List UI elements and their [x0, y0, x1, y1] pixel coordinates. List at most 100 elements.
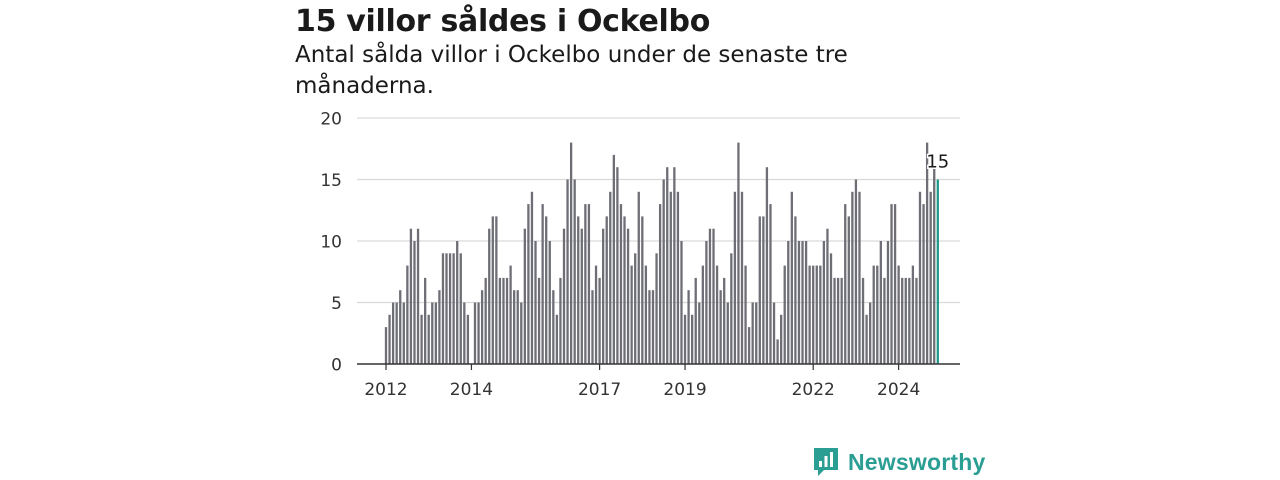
bar [384, 327, 388, 364]
bar-chart: 0 5 10 15 20 2012 2014 2017 2019 2022 2024 15 [320, 110, 960, 400]
newsworthy-bar-chart-icon [814, 448, 838, 476]
bar [555, 314, 559, 364]
bar [833, 277, 836, 364]
bar [527, 204, 530, 364]
bar [619, 204, 623, 364]
bar [644, 265, 648, 364]
bar [854, 179, 858, 364]
x-tick-label: 2012 [364, 380, 407, 400]
bar [726, 302, 729, 364]
bar [424, 277, 427, 364]
bar [438, 290, 441, 364]
bar [637, 191, 640, 364]
bar [459, 253, 462, 364]
chart-title: 15 villor såldes i Ockelbo [295, 4, 711, 39]
bar [513, 290, 516, 364]
bar [463, 302, 466, 364]
bar [466, 314, 470, 364]
bar [591, 290, 594, 364]
bar [480, 290, 484, 364]
bar [933, 167, 936, 364]
bar [634, 253, 637, 364]
bar [783, 265, 786, 364]
chart-subtitle: Antal sålda villor i Ockelbo under de se… [295, 42, 848, 99]
y-tick-label: 10 [320, 233, 342, 253]
bar [488, 228, 491, 364]
bar [445, 253, 448, 364]
bar [876, 265, 879, 364]
bar [797, 241, 801, 364]
bar [737, 142, 740, 364]
bar [552, 290, 555, 364]
bar [516, 290, 519, 364]
newsworthy-logo: Newsworthy [812, 445, 985, 479]
bar [755, 302, 758, 364]
bar [769, 204, 772, 364]
bar [648, 290, 651, 364]
bar [701, 265, 704, 364]
bar [388, 314, 391, 364]
bar [801, 241, 804, 364]
bar [434, 302, 437, 364]
bar [812, 265, 815, 364]
bar [545, 216, 548, 364]
bar [587, 204, 591, 364]
bar [420, 314, 423, 364]
bar [765, 167, 769, 364]
bar [715, 265, 719, 364]
bars [384, 142, 939, 364]
bar [840, 277, 843, 364]
bar [858, 191, 861, 364]
bar [794, 216, 797, 364]
bar [598, 277, 601, 364]
bar [829, 253, 833, 364]
bar [861, 277, 865, 364]
y-tick-label: 5 [331, 294, 342, 314]
bar [719, 290, 722, 364]
bar [925, 142, 929, 364]
bar [658, 204, 662, 364]
bar [869, 302, 872, 364]
bar [491, 216, 494, 364]
bar [399, 290, 402, 364]
bar [641, 216, 644, 364]
bar [822, 241, 826, 364]
bar [790, 191, 793, 364]
bar [879, 241, 882, 364]
bar [901, 277, 904, 364]
x-tick-label: 2019 [663, 380, 706, 400]
x-axis-tick-labels: 2012 2014 2017 2019 2022 2024 [364, 364, 920, 400]
y-tick-label: 15 [320, 171, 342, 191]
bar [530, 191, 534, 364]
bar [666, 167, 669, 364]
bar [594, 265, 598, 364]
bar [929, 191, 932, 364]
bar [523, 228, 526, 364]
bar [498, 277, 502, 364]
bar [612, 154, 615, 364]
bar [484, 277, 487, 364]
bar [402, 302, 405, 364]
bar [623, 216, 626, 364]
bar [584, 204, 587, 364]
bar [683, 314, 687, 364]
bar [911, 265, 915, 364]
bar [448, 253, 452, 364]
bar [680, 241, 683, 364]
bar [691, 314, 694, 364]
bar [655, 253, 658, 364]
bar [509, 265, 512, 364]
bar [872, 265, 875, 364]
y-tick-label: 20 [320, 110, 342, 130]
x-tick-label: 2014 [450, 380, 493, 400]
bar [409, 228, 413, 364]
bar [826, 228, 829, 364]
bar [391, 302, 395, 364]
bar [712, 228, 715, 364]
bar [673, 167, 676, 364]
bar [431, 302, 434, 364]
bar [427, 314, 430, 364]
bar [776, 339, 779, 364]
bar [865, 314, 868, 364]
bar [819, 265, 822, 364]
